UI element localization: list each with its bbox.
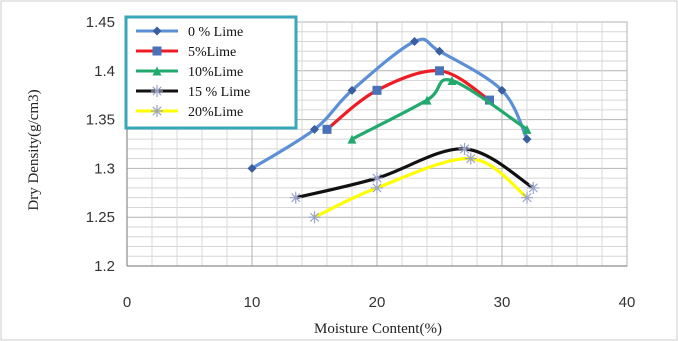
x-tick-label: 20 xyxy=(369,294,386,311)
series-2 xyxy=(322,66,494,134)
y-tick-label: 1.35 xyxy=(86,112,115,129)
x-axis-title: Moisture Content(%) xyxy=(314,321,442,337)
data-point-marker xyxy=(152,66,162,76)
legend-entry: 5%Lime xyxy=(136,45,236,60)
series-4 xyxy=(289,142,540,204)
series-layer xyxy=(247,37,540,224)
series-line xyxy=(294,147,535,200)
data-point-marker xyxy=(371,172,383,185)
legend-entry: 20%Lime xyxy=(136,105,243,120)
data-point-marker xyxy=(521,191,533,204)
data-point-marker xyxy=(497,85,507,95)
data-point-marker xyxy=(447,76,457,86)
data-point-marker xyxy=(522,134,532,144)
series-5 xyxy=(308,152,533,224)
series-3 xyxy=(347,76,532,144)
data-point-marker xyxy=(485,95,494,105)
y-tick-label: 1.25 xyxy=(86,209,115,226)
data-point-marker xyxy=(371,181,383,194)
data-point-marker xyxy=(347,85,357,95)
data-point-marker xyxy=(522,124,532,134)
y-tick-label: 1.45 xyxy=(86,14,115,31)
data-point-marker xyxy=(151,85,163,97)
legend-entry: 0 % Lime xyxy=(136,25,243,40)
series-line xyxy=(325,69,492,131)
legend-label: 20%Lime xyxy=(188,105,243,120)
legend-entry: 15 % Lime xyxy=(136,85,250,100)
data-point-marker xyxy=(422,95,432,105)
legend-label: 15 % Lime xyxy=(188,85,250,100)
series-1 xyxy=(247,37,532,173)
data-point-marker xyxy=(410,37,419,47)
y-tick-label: 1.2 xyxy=(94,258,115,275)
data-point-marker xyxy=(527,181,540,194)
series-line xyxy=(312,157,529,219)
x-tick-label: 0 xyxy=(123,294,131,311)
x-tick-label: 40 xyxy=(619,294,636,311)
data-point-marker xyxy=(458,142,471,155)
legend: 0 % Lime 5%Lime 10%Lime 15 % Lime 20%Lime xyxy=(124,15,298,130)
data-point-marker xyxy=(152,46,162,56)
data-point-marker xyxy=(308,211,321,224)
x-tick-label: 10 xyxy=(244,294,261,311)
legend-label: 10%Lime xyxy=(188,65,243,80)
legend-label: 0 % Lime xyxy=(188,25,243,40)
x-tick-label: 30 xyxy=(494,294,511,311)
data-point-marker xyxy=(372,85,382,95)
y-axis-title: Dry Density(g/cm3) xyxy=(26,89,42,210)
data-point-marker xyxy=(435,66,444,76)
y-tick-label: 1.4 xyxy=(94,63,115,80)
legend-entry: 10%Lime xyxy=(136,65,243,80)
legend-label: 5%Lime xyxy=(188,45,236,60)
axis-layer: 0 10 20 30 40 1.2 1.25 1.3 1.35 1.4 1.45 xyxy=(86,14,636,311)
data-point-marker xyxy=(151,105,163,117)
data-point-marker xyxy=(322,124,332,134)
data-point-marker xyxy=(347,134,357,144)
series-line xyxy=(350,78,529,141)
data-point-marker xyxy=(310,124,319,134)
data-point-marker xyxy=(289,191,302,204)
y-tick-label: 1.3 xyxy=(94,160,115,177)
data-point-marker xyxy=(247,163,257,173)
data-point-marker xyxy=(152,26,162,36)
data-point-marker xyxy=(464,152,477,165)
data-point-marker xyxy=(435,46,444,56)
